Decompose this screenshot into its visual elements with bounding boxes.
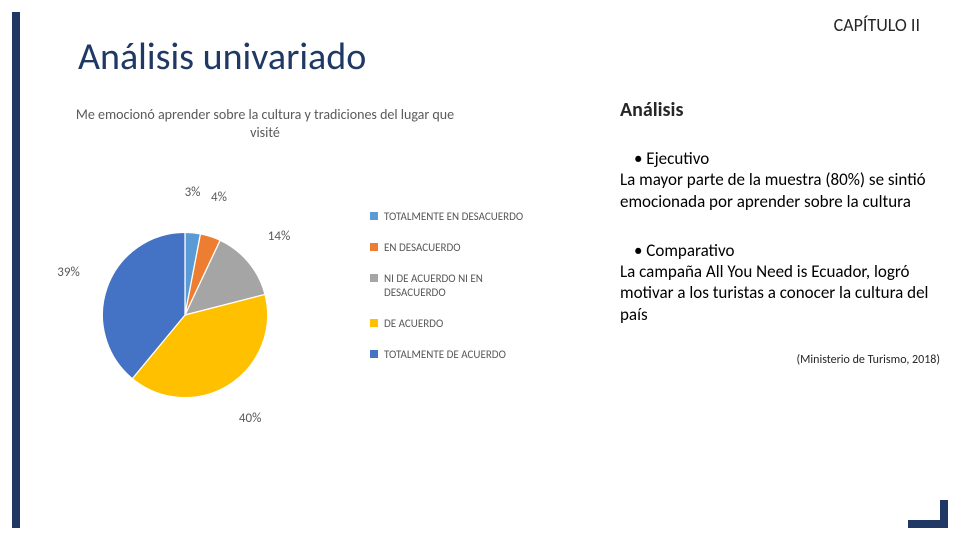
legend-item: EN DESACUERDO [370, 241, 544, 254]
pie-slice-label: 14% [268, 229, 290, 244]
legend-item: DE ACUERDO [370, 317, 544, 330]
pie-graphic [90, 220, 280, 410]
analysis-block: • EjecutivoLa mayor parte de la muestra … [620, 148, 940, 212]
analysis-source: (Ministerio de Turismo, 2018) [620, 353, 940, 367]
analysis-bullet: • Comparativo [620, 240, 940, 261]
pie-chart: 3% 4% 14% 40% 39% [30, 160, 330, 460]
legend-swatch [370, 274, 378, 282]
pie-slice-label: 4% [211, 190, 227, 205]
legend-item: TOTALMENTE DE ACUERDO [370, 348, 544, 361]
legend-label: NI DE ACUERDO NI EN DESACUERDO [384, 272, 544, 298]
pie-slice-label: 3% [185, 185, 201, 200]
analysis-bullet: • Ejecutivo [620, 148, 940, 169]
legend-swatch [370, 212, 378, 220]
chapter-label: CAPÍTULO II [834, 14, 920, 36]
legend-label: DE ACUERDO [384, 317, 443, 330]
page-title: Análisis univariado [78, 34, 366, 80]
analysis-text: La campaña All You Need is Ecuador, logr… [620, 261, 940, 325]
legend-item: TOTALMENTE EN DESACUERDO [370, 210, 544, 223]
frame-accent-corner-v [940, 500, 948, 528]
analysis-panel: Análisis • EjecutivoLa mayor parte de la… [620, 98, 940, 367]
chart-legend: TOTALMENTE EN DESACUERDO EN DESACUERDO NI … [370, 210, 544, 379]
pie-slice-label: 39% [57, 265, 79, 280]
analysis-block: • ComparativoLa campaña All You Need is … [620, 240, 940, 325]
chart-title: Me emocionó aprender sobre la cultura y … [70, 106, 460, 142]
legend-swatch [370, 350, 378, 358]
analysis-heading: Análisis [620, 98, 940, 122]
legend-swatch [370, 319, 378, 327]
analysis-text: La mayor parte de la muestra (80%) se si… [620, 169, 940, 212]
legend-item: NI DE ACUERDO NI EN DESACUERDO [370, 272, 544, 298]
legend-swatch [370, 243, 378, 251]
legend-label: TOTALMENTE DE ACUERDO [384, 348, 506, 361]
legend-label: TOTALMENTE EN DESACUERDO [384, 210, 523, 223]
frame-accent-left [12, 12, 20, 528]
pie-slice-label: 40% [239, 411, 261, 426]
legend-label: EN DESACUERDO [384, 241, 461, 254]
